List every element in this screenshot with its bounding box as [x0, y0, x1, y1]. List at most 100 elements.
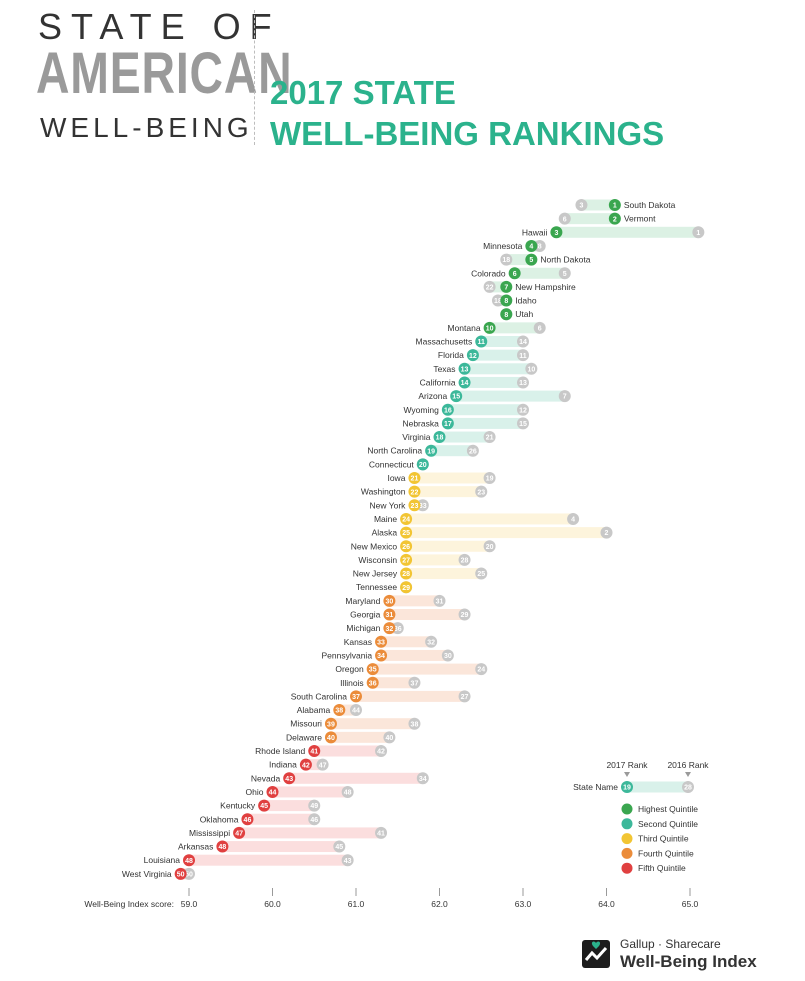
rank-2017-dot [441, 403, 454, 416]
rank-2016-dot [183, 867, 195, 880]
x-axis-label: Well-Being Index score: [84, 899, 174, 909]
rank-2016-dot [525, 362, 538, 375]
rank-2016-label: 30 [444, 653, 452, 660]
rank-2017-label: 48 [219, 844, 227, 851]
rank-2017-label: 37 [352, 694, 360, 701]
rank-2017-label: 10 [486, 325, 494, 332]
key-2016-value: 28 [684, 785, 692, 792]
rank-2016-dot [475, 485, 488, 498]
rank-2016-label: 1 [696, 230, 700, 237]
rank-2016-label: 6 [563, 216, 567, 223]
range-bar [464, 363, 532, 375]
range-bar [431, 445, 473, 457]
rank-2017-label: 30 [386, 598, 394, 605]
state-name: South Carolina [291, 691, 348, 701]
rank-2017-label: 19 [427, 448, 435, 455]
rank-2017-dot [608, 212, 621, 225]
state-name: Alabama [297, 705, 331, 715]
legend-swatch [621, 803, 633, 815]
range-bar [314, 745, 382, 757]
rank-2016-label: 45 [335, 844, 343, 851]
rank-2016-dot [575, 199, 588, 211]
rank-2016-dot [692, 226, 705, 239]
range-bar [447, 404, 523, 416]
legend-swatch [621, 833, 633, 845]
state-name: Nevada [251, 773, 281, 783]
rank-2017-label: 26 [402, 544, 410, 551]
rank-2017-label: 28 [402, 571, 410, 578]
rank-2016-dot [491, 294, 504, 307]
rank-2017-dot [400, 512, 413, 525]
state-name: Louisiana [144, 855, 181, 865]
key-2016-dot [682, 781, 694, 793]
rank-2017-dot [500, 308, 513, 321]
rank-2017-dot [408, 472, 421, 484]
state-name: Oregon [335, 664, 364, 674]
rank-2017-label: 24 [402, 517, 410, 524]
rank-2017-dot [258, 799, 271, 812]
state-name: Texas [433, 364, 455, 374]
range-bar [389, 595, 440, 607]
rank-2016-dot [517, 417, 529, 430]
rank-2017-dot [241, 813, 254, 826]
range-bar [222, 841, 340, 853]
rank-2016-dot [500, 253, 513, 266]
rank-2016-label: 4 [571, 517, 575, 524]
rank-2016-label: 13 [519, 380, 527, 387]
state-name: Wisconsin [358, 555, 397, 565]
range-bar [372, 663, 482, 675]
range-bar [330, 718, 415, 730]
range-bar [472, 349, 523, 361]
rank-2017-dot [350, 690, 362, 703]
rank-2016-dot [517, 349, 529, 362]
legend-label: Fourth Quintile [638, 848, 694, 858]
range-bar [506, 254, 532, 266]
rank-2017-dot [299, 758, 312, 771]
rank-2017-dot [525, 253, 538, 266]
x-tick-label: 61.0 [348, 899, 365, 909]
rank-2016-dot [416, 772, 429, 785]
rank-2017-dot [400, 581, 413, 594]
rank-2016-label: 26 [469, 448, 477, 455]
range-bar [305, 759, 323, 771]
rank-2016-dot [375, 745, 388, 757]
range-bar [356, 690, 465, 702]
rank-2017-label: 3 [554, 230, 558, 237]
rank-2016-label: 44 [352, 708, 360, 715]
range-bar [339, 704, 356, 716]
state-name: Utah [515, 309, 533, 319]
rank-2016-label: 33 [419, 503, 427, 510]
state-name: Hawaii [522, 227, 548, 237]
rank-2017-dot [500, 294, 513, 307]
state-name: Massachusetts [416, 337, 473, 347]
rank-2016-label: 50 [185, 871, 193, 878]
state-name: Pennsylvania [321, 650, 372, 660]
rank-2016-dot [375, 826, 388, 839]
rank-2017-label: 7 [504, 285, 508, 292]
rank-2016-dot [333, 840, 346, 853]
rank-2016-dot [350, 704, 362, 717]
rank-2016-label: 15 [519, 421, 527, 428]
rank-2017-label: 42 [302, 762, 310, 769]
legend-label: Fifth Quintile [638, 863, 686, 873]
brand-well-being: WELL-BEING [40, 112, 253, 143]
rank-2016-label: 20 [486, 544, 494, 551]
rank-2016-dot [383, 731, 396, 744]
range-bar [272, 786, 348, 798]
rank-2016-label: 32 [427, 639, 435, 646]
rank-2017-dot [400, 553, 413, 566]
rank-2017-dot [383, 608, 396, 621]
rank-2016-label: 47 [319, 762, 327, 769]
rank-2017-label: 14 [461, 380, 469, 387]
range-bar [381, 636, 432, 648]
key-arrow-icon [685, 772, 691, 777]
rank-2016-dot [483, 431, 496, 444]
rank-2017-label: 48 [185, 858, 193, 865]
rank-2017-label: 41 [310, 749, 318, 756]
rank-2017-label: 15 [452, 394, 460, 401]
key-2017-value: 19 [623, 785, 631, 792]
state-name: North Dakota [540, 255, 590, 265]
rank-2017-dot [608, 199, 621, 211]
legend-swatch [621, 818, 633, 830]
rank-2016-label: 29 [461, 612, 469, 619]
